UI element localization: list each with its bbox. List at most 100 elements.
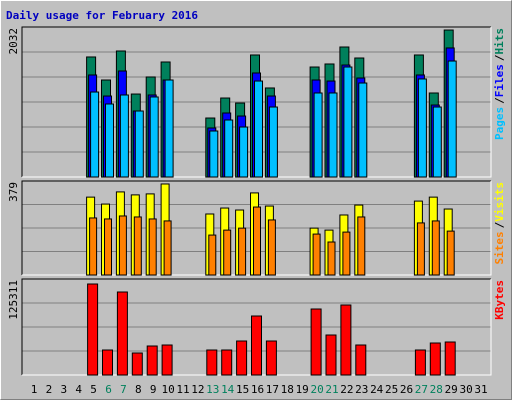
x-tick-label: 8 bbox=[135, 383, 142, 396]
x-tick-label: 25 bbox=[385, 383, 398, 396]
panel-border bbox=[21, 26, 491, 177]
bar bbox=[444, 341, 456, 376]
bar bbox=[313, 92, 323, 178]
x-tick-label: 19 bbox=[296, 383, 309, 396]
chart-title: Daily usage for February 2016 bbox=[6, 9, 198, 22]
x-tick-label: 14 bbox=[221, 383, 235, 396]
x-tick-label: 16 bbox=[251, 383, 264, 396]
bar bbox=[327, 241, 336, 276]
x-tick-label: 28 bbox=[430, 383, 443, 396]
bar bbox=[209, 130, 219, 178]
legend-separator: / bbox=[493, 221, 506, 228]
bar bbox=[432, 106, 442, 178]
bar bbox=[119, 94, 129, 178]
x-tick-label: 11 bbox=[176, 383, 189, 396]
bar bbox=[206, 349, 218, 376]
bar bbox=[355, 344, 367, 376]
bar bbox=[105, 103, 114, 178]
legend: KBytes bbox=[493, 280, 506, 320]
x-tick-label: 12 bbox=[191, 383, 204, 396]
x-tick-label: 6 bbox=[105, 383, 112, 396]
x-tick-label: 10 bbox=[161, 383, 174, 396]
panel-border bbox=[21, 180, 491, 275]
bar bbox=[116, 291, 128, 376]
bar bbox=[429, 342, 441, 376]
bar bbox=[312, 233, 321, 276]
bar bbox=[224, 119, 234, 178]
bar bbox=[446, 230, 455, 276]
legend-entry: Sites bbox=[493, 231, 506, 264]
bar bbox=[223, 229, 232, 276]
panel-border bbox=[21, 278, 491, 375]
x-tick-label: 23 bbox=[355, 383, 368, 396]
bar bbox=[416, 222, 425, 276]
x-tick-label: 29 bbox=[445, 383, 458, 396]
y-tick-label: 2032 bbox=[7, 28, 20, 55]
x-tick-label: 2 bbox=[46, 383, 53, 396]
bar bbox=[254, 80, 263, 178]
bar bbox=[131, 352, 143, 376]
bar bbox=[431, 220, 440, 276]
legend-entry: Hits bbox=[493, 28, 506, 55]
bar bbox=[89, 217, 98, 276]
bar bbox=[357, 216, 366, 276]
bar bbox=[253, 206, 261, 276]
bar bbox=[414, 349, 426, 376]
bar bbox=[104, 218, 112, 276]
legend-entry: KBytes bbox=[493, 280, 506, 320]
bar bbox=[328, 92, 338, 178]
bar bbox=[417, 78, 427, 178]
bar bbox=[325, 334, 337, 376]
legend-entry: Files bbox=[493, 64, 506, 97]
x-tick-label: 20 bbox=[310, 383, 323, 396]
legend-entry: Visits bbox=[493, 182, 506, 222]
panel-border bbox=[22, 279, 492, 376]
legend: Pages/Files/Hits bbox=[493, 28, 506, 140]
y-tick-label: 379 bbox=[7, 182, 20, 202]
bar bbox=[87, 283, 99, 376]
bar bbox=[118, 215, 127, 276]
bar bbox=[310, 308, 322, 376]
bar bbox=[90, 91, 100, 178]
bar bbox=[134, 110, 144, 178]
x-tick-label: 5 bbox=[90, 383, 97, 396]
x-tick-label: 18 bbox=[281, 383, 294, 396]
bar bbox=[161, 344, 173, 376]
bar bbox=[340, 304, 352, 376]
bar bbox=[133, 216, 142, 276]
x-tick-label: 22 bbox=[340, 383, 353, 396]
x-tick-label: 24 bbox=[370, 383, 384, 396]
legend-separator: / bbox=[493, 97, 506, 104]
bar bbox=[268, 106, 278, 178]
bar bbox=[342, 231, 351, 276]
bar bbox=[221, 349, 233, 376]
bar bbox=[358, 82, 368, 178]
bar bbox=[208, 234, 217, 276]
bar bbox=[163, 220, 172, 276]
bar bbox=[267, 219, 276, 276]
bar bbox=[236, 340, 248, 376]
bar bbox=[164, 79, 174, 178]
legend-separator: / bbox=[493, 54, 506, 61]
x-tick-label: 26 bbox=[400, 383, 413, 396]
panel-border bbox=[22, 181, 492, 276]
bar bbox=[102, 349, 113, 376]
legend-entry: Pages bbox=[493, 107, 506, 140]
x-tick-label: 9 bbox=[150, 383, 157, 396]
bar bbox=[149, 96, 159, 178]
x-tick-label: 21 bbox=[325, 383, 338, 396]
bar bbox=[343, 66, 353, 178]
y-tick-label: 125311 bbox=[7, 280, 20, 320]
legend: Sites /Visits bbox=[493, 182, 506, 265]
x-tick-label: 4 bbox=[75, 383, 82, 396]
bar bbox=[146, 345, 158, 376]
x-tick-label: 3 bbox=[60, 383, 67, 396]
x-tick-label: 31 bbox=[474, 383, 487, 396]
x-tick-label: 13 bbox=[206, 383, 219, 396]
bar bbox=[239, 126, 249, 178]
x-tick-label: 30 bbox=[459, 383, 472, 396]
bar bbox=[148, 218, 157, 276]
bar bbox=[251, 315, 262, 376]
x-tick-label: 1 bbox=[31, 383, 38, 396]
